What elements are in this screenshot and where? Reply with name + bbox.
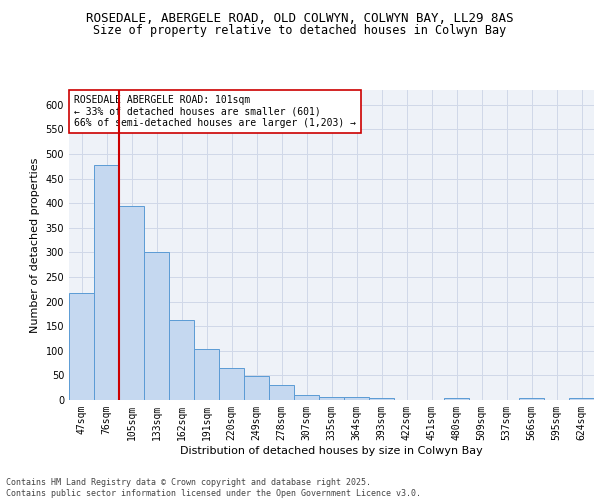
Bar bbox=[94, 165, 119, 400]
Text: ROSEDALE ABERGELE ROAD: 101sqm
← 33% of detached houses are smaller (601)
66% of: ROSEDALE ABERGELE ROAD: 101sqm ← 33% of … bbox=[74, 94, 356, 128]
Bar bbox=[294, 395, 319, 400]
Y-axis label: Number of detached properties: Number of detached properties bbox=[30, 158, 40, 332]
Bar bbox=[144, 252, 169, 400]
Text: Size of property relative to detached houses in Colwyn Bay: Size of property relative to detached ho… bbox=[94, 24, 506, 37]
Bar bbox=[119, 206, 144, 400]
Bar bbox=[69, 292, 94, 400]
Bar bbox=[444, 398, 469, 400]
Bar bbox=[569, 398, 594, 400]
Bar bbox=[269, 384, 294, 400]
X-axis label: Distribution of detached houses by size in Colwyn Bay: Distribution of detached houses by size … bbox=[180, 446, 483, 456]
Bar bbox=[344, 396, 369, 400]
Bar bbox=[219, 368, 244, 400]
Text: ROSEDALE, ABERGELE ROAD, OLD COLWYN, COLWYN BAY, LL29 8AS: ROSEDALE, ABERGELE ROAD, OLD COLWYN, COL… bbox=[86, 12, 514, 26]
Bar bbox=[369, 398, 394, 400]
Bar bbox=[319, 396, 344, 400]
Text: Contains HM Land Registry data © Crown copyright and database right 2025.
Contai: Contains HM Land Registry data © Crown c… bbox=[6, 478, 421, 498]
Bar bbox=[519, 398, 544, 400]
Bar bbox=[169, 320, 194, 400]
Bar bbox=[244, 376, 269, 400]
Bar bbox=[194, 349, 219, 400]
